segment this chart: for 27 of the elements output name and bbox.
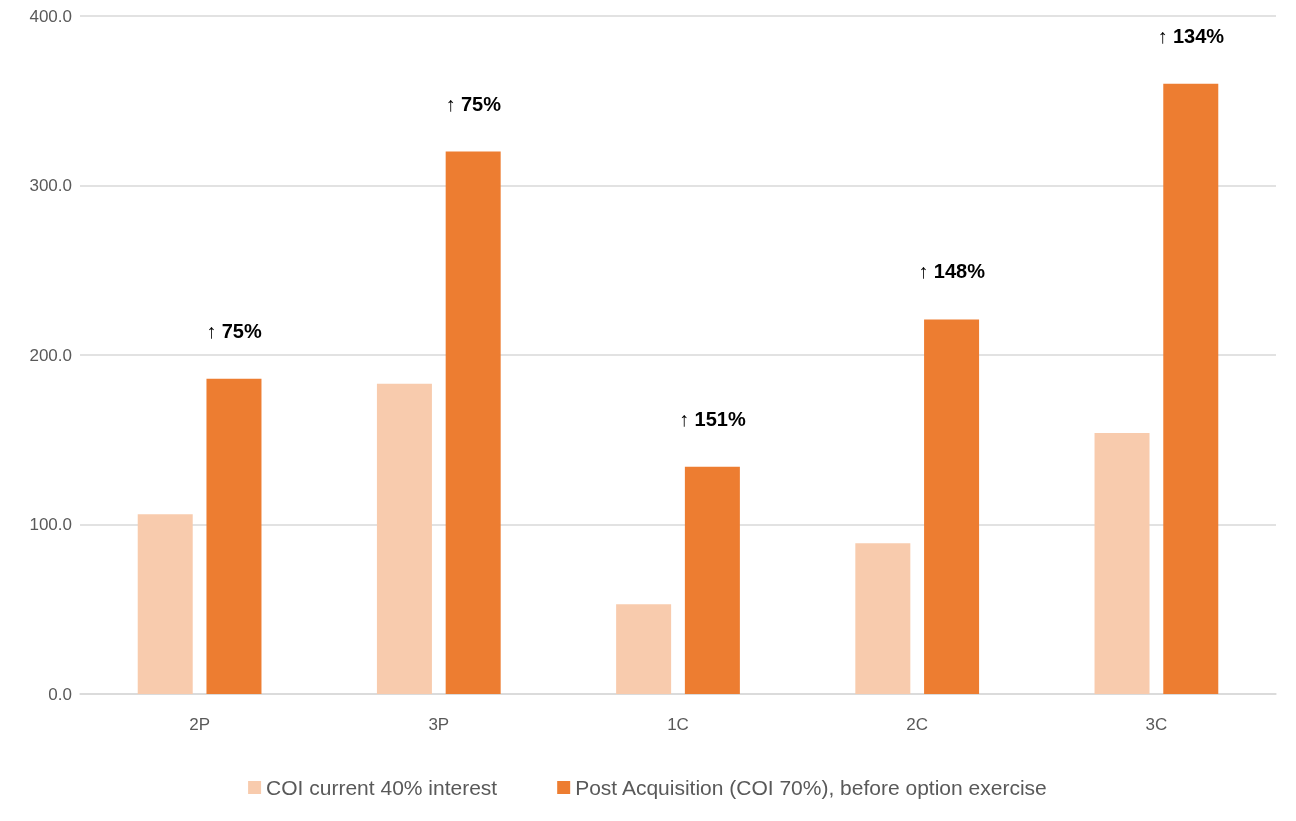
bar [616, 604, 672, 694]
y-tick-label: 200.0 [29, 345, 72, 365]
bar [206, 378, 262, 694]
bar [684, 466, 740, 694]
y-tick-label: 400.0 [29, 6, 72, 26]
bar [137, 514, 193, 694]
x-tick-label: 3C [1145, 715, 1168, 734]
legend-label: COI current 40% interest [266, 776, 498, 799]
annotation: ↑ 134% [1157, 24, 1225, 47]
y-tick-label: 300.0 [29, 176, 72, 195]
y-tick-label: 100.0 [29, 515, 72, 534]
legend-label: Post Acquisition (COI 70%), before option exercise [575, 776, 1047, 799]
x-tick-label: 3P [428, 715, 450, 734]
annotation: ↑ 75% [445, 92, 502, 115]
y-tick-label: 0.0 [48, 684, 72, 704]
x-tick-label: 2C [906, 715, 929, 734]
bar [445, 151, 501, 694]
x-tick-label: 2P [189, 715, 210, 734]
annotation: ↑ 75% [206, 319, 262, 342]
bar [1163, 83, 1219, 694]
bar [855, 543, 911, 694]
bar [1094, 432, 1150, 694]
bar [376, 383, 432, 694]
x-tick-label: 1C [667, 715, 689, 734]
annotation: ↑ 148% [918, 260, 986, 283]
annotation: ↑ 151% [679, 407, 746, 430]
bar [924, 319, 980, 694]
